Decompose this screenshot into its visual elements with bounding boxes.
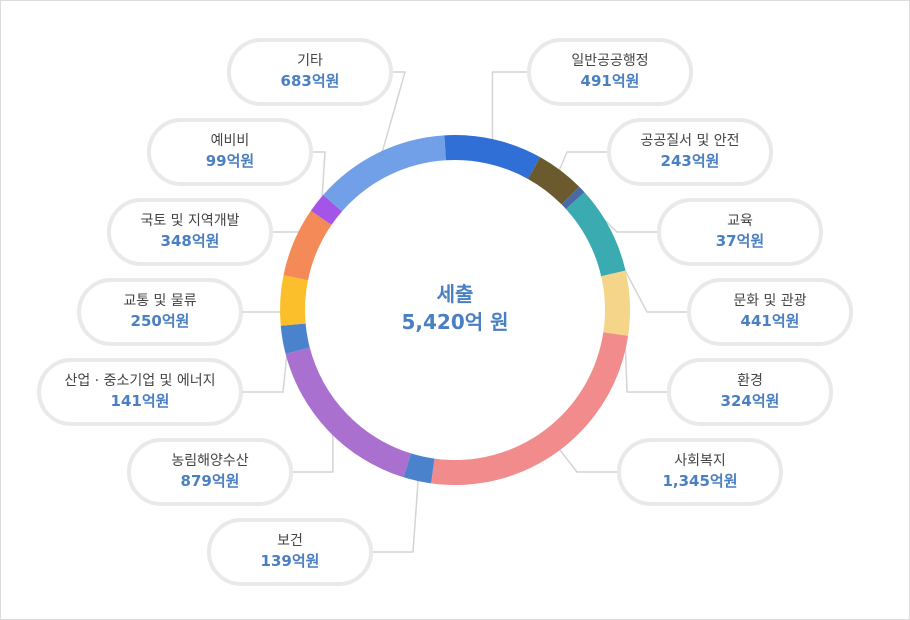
- leader-line-5: [623, 303, 667, 393]
- category-value: 441억원: [740, 312, 800, 330]
- category-label: 교통 및 물류: [123, 293, 197, 309]
- legend-pill-3: 교육 37억원: [657, 198, 823, 266]
- total-label: 세출: [436, 282, 474, 306]
- category-label: 일반공공행정: [571, 53, 649, 69]
- slice-1: [444, 135, 541, 179]
- category-label: 사회복지: [674, 453, 726, 469]
- category-label: 교육: [727, 213, 753, 229]
- category-value: 324억원: [720, 392, 780, 410]
- category-label: 보건: [277, 533, 303, 549]
- category-value: 139억원: [260, 552, 320, 570]
- slice-4: [565, 192, 626, 277]
- category-value: 243억원: [660, 152, 720, 170]
- slice-5: [601, 270, 630, 336]
- legend-pill-6: 사회복지 1,345억원: [617, 438, 783, 506]
- legend-pill-5: 환경 324억원: [667, 358, 833, 426]
- category-value: 250억원: [130, 312, 190, 330]
- category-label: 환경: [737, 373, 763, 389]
- slice-8: [285, 347, 411, 478]
- category-value: 99억원: [205, 152, 255, 170]
- category-value: 1,345억원: [662, 472, 738, 490]
- slice-12: [310, 194, 343, 225]
- category-label: 공공질서 및 안전: [640, 133, 740, 149]
- legend-pill-4: 문화 및 관광 441억원: [687, 278, 853, 346]
- category-value: 348억원: [160, 232, 220, 250]
- slice-6: [431, 332, 629, 486]
- legend-pill-2: 공공질서 및 안전 243억원: [607, 118, 773, 186]
- leader-line-7: [373, 474, 420, 553]
- slice-9: [280, 323, 310, 354]
- category-label: 농림해양수산: [171, 453, 249, 469]
- category-value: 141억원: [110, 392, 170, 410]
- leader-line-12: [313, 151, 326, 207]
- legend-pill-10: 교통 및 물류 250억원: [77, 278, 243, 346]
- category-value: 37억원: [715, 232, 765, 250]
- legend-pill-8: 농림해양수산 879억원: [127, 438, 293, 506]
- leader-line-1: [491, 71, 527, 146]
- donut-center-label: 세출 5,420억 원: [355, 280, 555, 336]
- slice-2: [527, 157, 580, 205]
- legend-pill-1: 일반공공행정 491억원: [527, 38, 693, 106]
- slice-11: [283, 210, 332, 281]
- slice-3: [561, 186, 585, 210]
- leader-line-13: [379, 71, 406, 159]
- leader-line-6: [555, 444, 617, 473]
- legend-pill-7: 보건 139억원: [207, 518, 373, 586]
- category-value: 879억원: [180, 472, 240, 490]
- category-value: 491억원: [580, 72, 640, 90]
- slice-13: [323, 135, 446, 212]
- slice-7: [403, 453, 435, 484]
- category-value: 683억원: [280, 72, 340, 90]
- category-label: 기타: [297, 53, 323, 69]
- leader-line-9: [243, 338, 290, 393]
- legend-pill-9: 산업 · 중소기업 및 에너지 141억원: [37, 358, 243, 426]
- legend-pill-12: 예비비 99억원: [147, 118, 313, 186]
- total-value: 5,420억 원: [401, 310, 509, 334]
- category-label: 문화 및 관광: [733, 293, 807, 309]
- legend-pill-13: 기타 683억원: [227, 38, 393, 106]
- slice-10: [280, 275, 308, 326]
- leader-line-10: [243, 300, 287, 313]
- category-label: 국토 및 지역개발: [140, 213, 240, 229]
- legend-pill-11: 국토 및 지역개발 348억원: [107, 198, 273, 266]
- category-label: 산업 · 중소기업 및 에너지: [64, 373, 216, 389]
- category-label: 예비비: [210, 133, 250, 149]
- leader-line-2: [556, 151, 607, 176]
- leader-line-8: [293, 426, 334, 473]
